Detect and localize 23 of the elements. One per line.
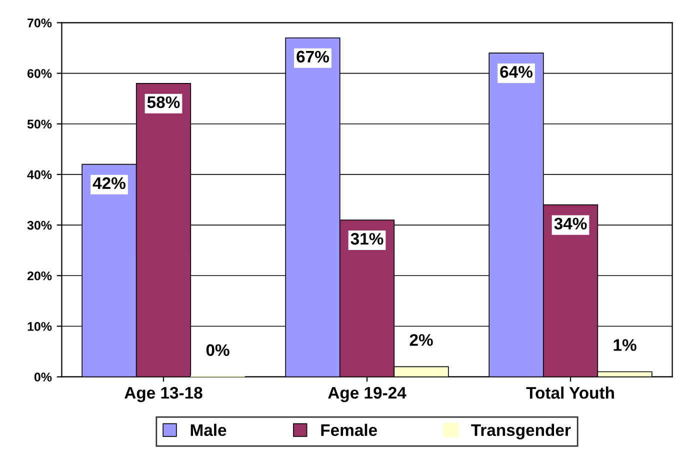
y-tick-label: 20%: [27, 271, 52, 280]
data-label: 1%: [614, 339, 636, 351]
y-tick-label: 30%: [27, 220, 52, 230]
legend-label: Male: [190, 424, 226, 436]
x-tick-label: Total Youth: [526, 386, 614, 399]
y-tick-label: 0%: [34, 372, 52, 382]
data-label: 64%: [500, 66, 532, 78]
x-tick-label: Age 19-24: [328, 386, 406, 402]
legend-label: Female: [321, 424, 378, 436]
y-tick-label: 40%: [27, 170, 52, 180]
data-label: 2%: [410, 334, 433, 346]
x-tick-label: Age 13-18: [124, 386, 202, 402]
data-label: 34%: [554, 218, 587, 230]
data-label: 0%: [206, 344, 230, 356]
data-label: 31%: [350, 232, 384, 245]
data-label: 67%: [296, 50, 329, 63]
y-tick-label: 10%: [28, 322, 52, 331]
y-tick-label: 50%: [27, 120, 52, 129]
y-tick-label: 70%: [28, 18, 52, 28]
data-label: 42%: [92, 177, 126, 190]
y-tick-label: 60%: [27, 69, 52, 78]
legend-label: Transgender: [471, 424, 571, 440]
data-label: 58%: [147, 96, 180, 108]
